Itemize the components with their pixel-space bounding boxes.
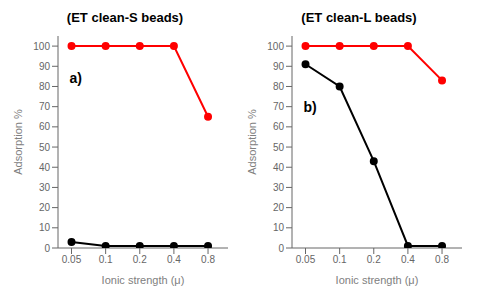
svg-text:40: 40 [39,162,51,173]
svg-text:80: 80 [39,81,51,92]
svg-text:70: 70 [39,101,51,112]
svg-text:Adsorption %: Adsorption % [246,109,258,175]
html-text:(ET clean-L beads): (ET clean-L beads) [301,10,417,25]
svg-text:0.4: 0.4 [167,254,181,265]
svg-text:0.1: 0.1 [333,254,347,265]
svg-text:b): b) [304,99,317,115]
svg-text:0: 0 [278,243,284,254]
svg-text:0.2: 0.2 [367,254,381,265]
svg-text:Ionic strength (μ): Ionic strength (μ) [336,274,419,286]
svg-text:70: 70 [273,101,285,112]
svg-text:40: 40 [273,162,285,173]
svg-text:20: 20 [273,202,285,213]
svg-text:Adsorption %: Adsorption % [12,109,24,175]
svg-text:Ionic strength (μ): Ionic strength (μ) [102,274,185,286]
svg-text:0.8: 0.8 [435,254,449,265]
svg-text:10: 10 [39,222,51,233]
svg-text:60: 60 [273,121,285,132]
svg-text:30: 30 [273,182,285,193]
svg-text:80: 80 [273,81,285,92]
svg-text:30: 30 [39,182,51,193]
svg-text:100: 100 [33,41,50,52]
svg-text:100: 100 [267,41,284,52]
svg-text:0.05: 0.05 [62,254,82,265]
svg-text:a): a) [70,70,82,86]
svg-text:90: 90 [273,61,285,72]
svg-text:0.8: 0.8 [201,254,215,265]
svg-text:50: 50 [39,142,51,153]
svg-text:0.4: 0.4 [401,254,415,265]
svg-text:0.1: 0.1 [99,254,113,265]
html-text:(ET clean-S beads): (ET clean-S beads) [66,10,184,25]
svg-text:60: 60 [39,121,51,132]
svg-text:0.05: 0.05 [296,254,316,265]
svg-text:90: 90 [39,61,51,72]
svg-text:50: 50 [273,142,285,153]
svg-text:10: 10 [273,222,285,233]
svg-text:20: 20 [39,202,51,213]
svg-text:0.2: 0.2 [133,254,147,265]
svg-text:0: 0 [44,243,50,254]
